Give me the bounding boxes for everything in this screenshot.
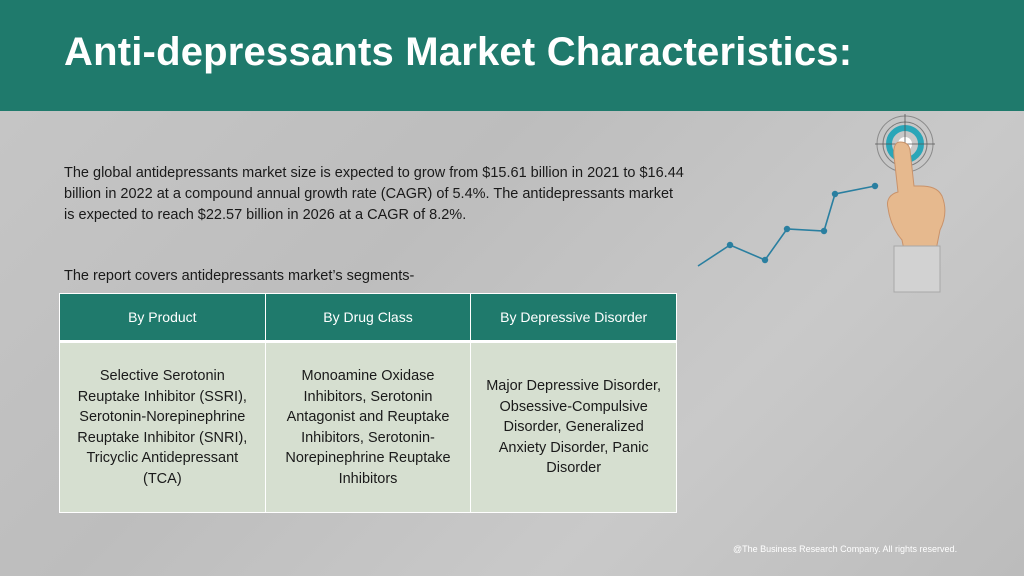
pointing-hand-icon xyxy=(887,141,946,293)
header-by-drug-class: By Drug Class xyxy=(264,293,472,342)
cell-disorders: Major Depressive Disorder, Obsessive-Com… xyxy=(470,340,677,513)
table-header-row: By Product By Drug Class By Depressive D… xyxy=(59,293,677,342)
segments-table: By Product By Drug Class By Depressive D… xyxy=(59,293,677,513)
growth-line-graph-icon xyxy=(697,182,879,267)
title-bar: Anti-depressants Market Characteristics: xyxy=(0,0,1024,111)
intro-paragraph: The global antidepressants market size i… xyxy=(64,165,684,223)
cell-drug-classes: Monoamine Oxidase Inhibitors, Serotonin … xyxy=(264,340,472,513)
copyright-footer: @The Business Research Company. All righ… xyxy=(733,544,958,554)
growth-graphic xyxy=(697,114,946,293)
cell-products: Selective Serotonin Reuptake Inhibitor (… xyxy=(59,340,266,513)
page-title: Anti-depressants Market Characteristics: xyxy=(64,30,853,74)
header-by-product: By Product xyxy=(59,293,266,342)
segments-label: The report covers antidepressants market… xyxy=(64,268,415,284)
header-by-depressive-disorder: By Depressive Disorder xyxy=(470,293,677,342)
table-row: Selective Serotonin Reuptake Inhibitor (… xyxy=(59,340,677,513)
